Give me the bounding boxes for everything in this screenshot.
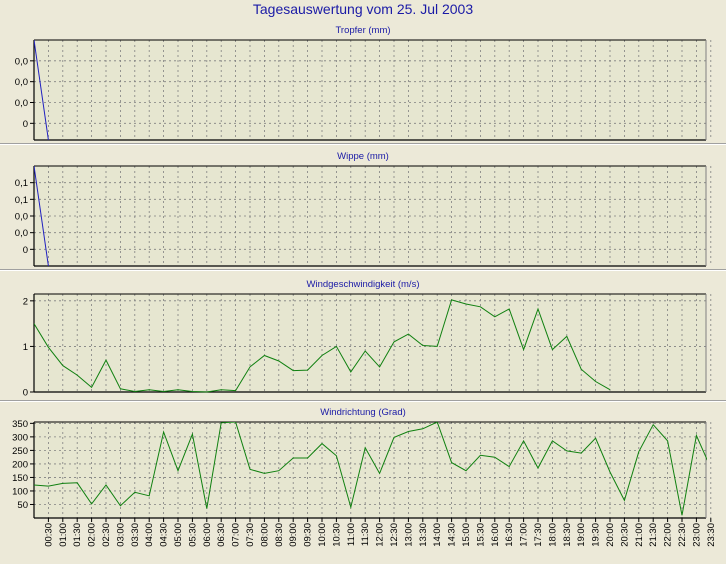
x-tick-label: 21:00 bbox=[634, 523, 645, 547]
plot-background bbox=[34, 294, 706, 392]
chart-panel-1: 0,0 0,0 0,0 0 Tropfer (mm) bbox=[15, 25, 712, 141]
x-tick-label: 13:00 bbox=[403, 523, 414, 547]
y-tick-label: 300 bbox=[12, 432, 28, 443]
y-tick-label: 0 bbox=[23, 119, 28, 130]
x-tick-label: 05:00 bbox=[173, 523, 184, 547]
x-tick-label: 05:30 bbox=[187, 523, 198, 547]
x-tick-label: 03:30 bbox=[130, 523, 141, 547]
x-tick-label: 09:00 bbox=[288, 523, 299, 547]
y-tick-label: 350 bbox=[12, 419, 28, 430]
series-line bbox=[34, 299, 611, 393]
x-tick-label: 23:00 bbox=[691, 523, 702, 547]
y-tick-label: 0,0 bbox=[15, 228, 28, 239]
plot-background bbox=[34, 422, 706, 518]
y-tick-label: 250 bbox=[12, 446, 28, 457]
chart-title: Tropfer (mm) bbox=[335, 25, 390, 36]
y-tick-label: 2 bbox=[23, 296, 28, 307]
x-tick-label: 12:00 bbox=[375, 523, 386, 547]
x-tick-label: 20:30 bbox=[619, 523, 630, 547]
y-tick-label: 150 bbox=[12, 473, 28, 484]
x-tick-label: 08:30 bbox=[274, 523, 285, 547]
chart-title: Wippe (mm) bbox=[337, 151, 389, 162]
x-tick-label: 17:00 bbox=[519, 523, 530, 547]
x-tick-label: 11:30 bbox=[360, 523, 371, 546]
x-tick-label: 06:00 bbox=[202, 523, 213, 547]
x-tick-label: 08:00 bbox=[259, 523, 270, 547]
x-tick-label: 03:00 bbox=[115, 523, 126, 547]
x-tick-label: 17:30 bbox=[533, 523, 544, 547]
x-tick-label: 19:30 bbox=[591, 523, 602, 547]
x-axis-labels: 00:30 01:00 01:30 02:00 02:30 03:00 03:30 04:00… bbox=[43, 518, 717, 547]
y-tick-label: 1 bbox=[23, 342, 28, 353]
x-tick-label: 23:30 bbox=[706, 523, 717, 547]
x-tick-label: 22:30 bbox=[677, 523, 688, 547]
y-tick-label: 0,0 bbox=[15, 212, 28, 223]
panel-separator bbox=[0, 400, 726, 402]
x-tick-label: 14:30 bbox=[447, 523, 458, 547]
y-tick-label: 0,0 bbox=[15, 56, 28, 67]
y-tick-label: 0,0 bbox=[15, 98, 28, 109]
chart-panel-3: 2 1 0 Windgeschwindigkeit (m/s) bbox=[23, 279, 712, 399]
y-tick-label: 0 bbox=[23, 245, 28, 256]
x-tick-label: 01:00 bbox=[58, 523, 69, 547]
y-tick-label: 0,0 bbox=[15, 77, 28, 88]
chart-panel-4: 350 300 250 200 150 100 50 Windrichtung (Grad) bbox=[12, 407, 712, 519]
x-tick-label: 20:00 bbox=[605, 523, 616, 547]
x-tick-label: 00:30 bbox=[43, 523, 54, 547]
y-tick-label: 200 bbox=[12, 459, 28, 470]
x-tick-label: 04:30 bbox=[159, 523, 170, 547]
x-tick-label: 11:00 bbox=[346, 523, 357, 546]
x-tick-label: 10:30 bbox=[331, 523, 342, 547]
x-tick-label: 18:30 bbox=[562, 523, 573, 547]
chart-title: Windrichtung (Grad) bbox=[320, 407, 406, 418]
x-tick-label: 14:00 bbox=[432, 523, 443, 547]
x-tick-label: 21:30 bbox=[648, 523, 659, 547]
y-tick-label: 0,1 bbox=[15, 195, 28, 206]
x-tick-label: 16:00 bbox=[490, 523, 501, 547]
x-tick-label: 07:00 bbox=[231, 523, 242, 547]
y-tick-label: 0 bbox=[23, 388, 28, 399]
x-tick-label: 02:00 bbox=[87, 523, 98, 547]
panel-separator bbox=[0, 143, 726, 145]
series-line bbox=[34, 166, 49, 267]
x-tick-label: 06:30 bbox=[216, 523, 227, 547]
x-tick-label: 15:30 bbox=[475, 523, 486, 547]
panel-separator bbox=[0, 269, 726, 271]
x-tick-label: 01:30 bbox=[72, 523, 83, 547]
chart-panel-2: 0,1 0,1 0,0 0,0 0 Wippe (mm) bbox=[15, 151, 712, 267]
x-tick-label: 10:00 bbox=[317, 523, 328, 547]
x-tick-label: 09:30 bbox=[303, 523, 314, 547]
x-tick-label: 22:00 bbox=[663, 523, 674, 547]
x-tick-label: 18:00 bbox=[547, 523, 558, 547]
x-tick-label: 04:00 bbox=[144, 523, 155, 547]
y-tick-label: 100 bbox=[12, 486, 28, 497]
chart-title: Windgeschwindigkeit (m/s) bbox=[307, 279, 420, 290]
series-line bbox=[34, 422, 707, 516]
x-tick-label: 19:00 bbox=[576, 523, 587, 547]
x-tick-label: 12:30 bbox=[389, 523, 400, 547]
x-tick-label: 13:30 bbox=[418, 523, 429, 547]
x-tick-label: 16:30 bbox=[504, 523, 515, 547]
x-tick-label: 07:30 bbox=[245, 523, 256, 547]
page-title: Tagesauswertung vom 25. Jul 2003 bbox=[252, 1, 474, 17]
y-tick-label: 50 bbox=[17, 500, 28, 511]
x-tick-label: 02:30 bbox=[101, 523, 112, 547]
x-tick-label: 15:00 bbox=[461, 523, 472, 547]
series-line bbox=[34, 40, 49, 141]
y-tick-label: 0,1 bbox=[15, 178, 28, 189]
